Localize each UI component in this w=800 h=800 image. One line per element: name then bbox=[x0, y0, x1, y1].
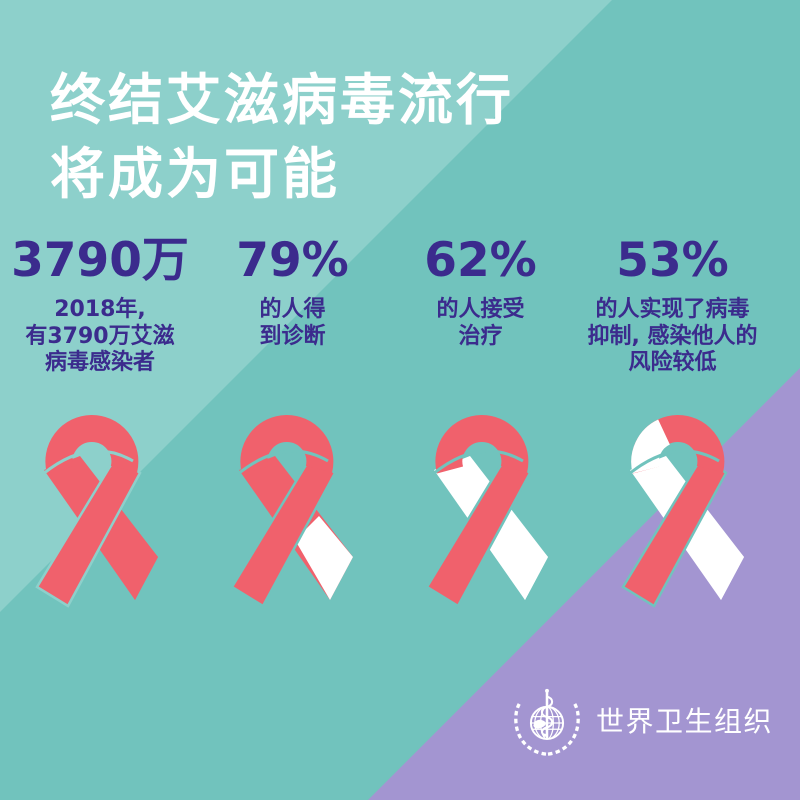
ribbon-back-tail bbox=[686, 516, 744, 600]
ribbon-3-back-white bbox=[425, 414, 548, 608]
stat-label: 的人接受 治疗 bbox=[388, 297, 573, 350]
stat-people-living-with-hiv: 3790万 2018年, 有3790万艾滋 病毒感染者 bbox=[5, 234, 195, 377]
laurel-wreath-left-icon bbox=[514, 703, 547, 756]
laurel-wreath-right-icon bbox=[547, 703, 580, 756]
stat-label-line: 风险较低 bbox=[628, 350, 717, 375]
ribbon-top-arc-left bbox=[631, 419, 671, 474]
ribbon-top-arc bbox=[240, 414, 334, 474]
stat-label-line: 2018年, bbox=[54, 297, 146, 322]
awareness-ribbon-icon-3 bbox=[418, 410, 558, 610]
title-line-1: 终结艾滋病毒流行 bbox=[50, 67, 515, 132]
snake-coil-icon bbox=[540, 695, 554, 737]
stat-diagnosed: 79% 的人得 到诊断 bbox=[200, 234, 385, 350]
awareness-ribbon-icon-1 bbox=[28, 410, 168, 610]
globe-landmass bbox=[533, 719, 546, 729]
awareness-ribbon-icon-4 bbox=[614, 410, 754, 610]
ribbon-2-tail-white bbox=[230, 414, 353, 608]
stat-label: 的人实现了病毒 抑制, 感染他人的 风险较低 bbox=[570, 297, 775, 377]
title-line-2: 将成为可能 bbox=[50, 141, 341, 206]
stat-value: 53% bbox=[616, 233, 729, 288]
ribbon-gap-line bbox=[237, 449, 329, 476]
stat-on-treatment: 62% 的人接受 治疗 bbox=[388, 234, 573, 350]
stat-value: 79% bbox=[236, 233, 349, 288]
ribbon-gap-line bbox=[628, 449, 720, 476]
ribbon-1-fully-red bbox=[35, 414, 158, 608]
stat-label-line: 抑制, 感染他人的 bbox=[587, 323, 758, 349]
org-name: 世界卫生组织 bbox=[596, 705, 774, 738]
stat-label-line: 的人实现了病毒 bbox=[595, 297, 750, 322]
stat-value: 62% bbox=[424, 233, 537, 288]
background-light-triangle bbox=[0, 0, 612, 612]
ribbon-back-tail bbox=[490, 516, 548, 600]
stat-label: 2018年, 有3790万艾滋 病毒感染者 bbox=[5, 297, 195, 377]
stat-value: 3790万 bbox=[11, 233, 189, 288]
ribbon-top-arc bbox=[45, 414, 139, 474]
stat-label-line: 病毒感染者 bbox=[44, 350, 155, 375]
ribbon-back-tail bbox=[295, 516, 353, 600]
who-emblem-icon bbox=[514, 688, 580, 756]
ribbon-top-arc bbox=[435, 414, 529, 474]
stat-label-line: 到诊断 bbox=[259, 323, 326, 349]
stat-label-line: 的人接受 bbox=[436, 297, 525, 322]
stat-virally-suppressed: 53% 的人实现了病毒 抑制, 感染他人的 风险较低 bbox=[570, 234, 775, 377]
ribbon-4-back-and-arc-white bbox=[621, 414, 744, 608]
stat-label-line: 治疗 bbox=[458, 323, 503, 349]
ribbon-gap-line bbox=[432, 449, 524, 476]
stat-label-line: 有3790万艾滋 bbox=[25, 323, 175, 349]
ribbon-back-tail bbox=[100, 516, 158, 600]
stat-label-line: 的人得 bbox=[259, 297, 326, 322]
awareness-ribbon-icon-2 bbox=[223, 410, 363, 610]
stat-label: 的人得 到诊断 bbox=[200, 297, 385, 350]
ribbon-gap-line bbox=[42, 449, 134, 476]
page-title: 终结艾滋病毒流行 将成为可能 bbox=[50, 63, 514, 211]
